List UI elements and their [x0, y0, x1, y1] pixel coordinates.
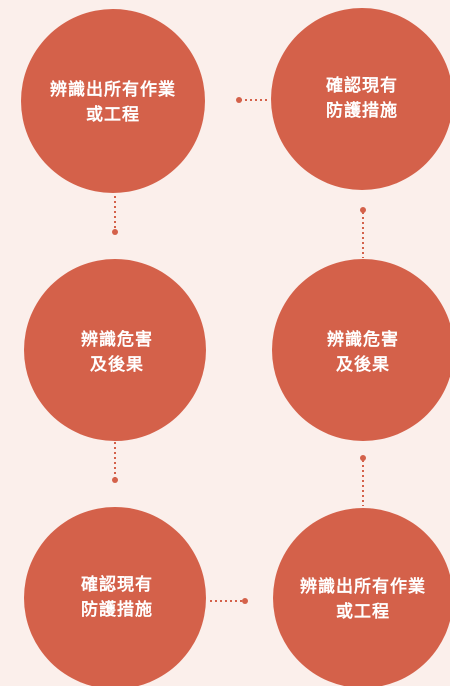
- node-circle: [24, 259, 206, 441]
- connector-dot: [242, 598, 248, 604]
- node-label: 或工程: [336, 601, 390, 622]
- connector-dot: [360, 207, 366, 213]
- node-label: 辨識出所有作業: [50, 79, 176, 100]
- node-label: 及後果: [336, 354, 390, 375]
- node-label: 防護措施: [326, 100, 398, 121]
- node-label: 或工程: [86, 104, 140, 125]
- node-circle: [21, 9, 205, 193]
- node-circle: [272, 259, 450, 441]
- connector-dot: [112, 477, 118, 483]
- node-label: 辨識危害: [327, 329, 399, 350]
- node-label: 防護措施: [81, 599, 153, 620]
- connector-dot: [112, 229, 118, 235]
- connector-dot: [236, 97, 242, 103]
- node-circle: [24, 507, 206, 686]
- node-label: 確認現有: [81, 574, 153, 595]
- node-label: 辨識出所有作業: [300, 576, 426, 597]
- node-label: 及後果: [90, 354, 144, 375]
- node-circle: [271, 8, 450, 190]
- node-label: 辨識危害: [81, 329, 153, 350]
- node-label: 確認現有: [326, 75, 398, 96]
- connector-dot: [360, 455, 366, 461]
- node-circle: [273, 508, 450, 686]
